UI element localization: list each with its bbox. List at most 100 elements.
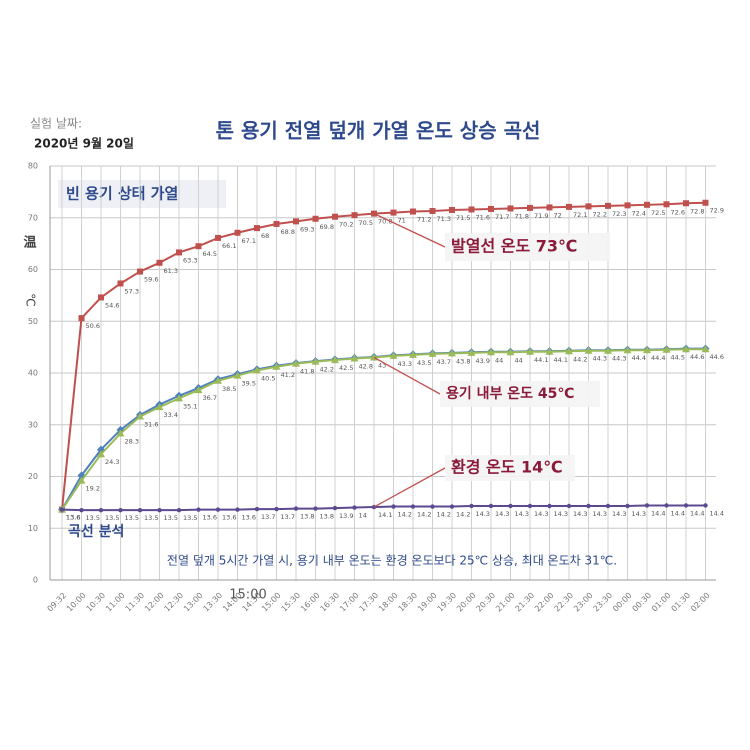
value-label: 70.8 <box>378 218 392 226</box>
marker <box>527 503 533 509</box>
marker <box>292 359 300 367</box>
value-label: 63.3 <box>183 256 197 264</box>
x-tick-label: 09:32 <box>46 591 69 614</box>
value-label: 69.3 <box>300 225 314 233</box>
value-label: 72.6 <box>671 208 685 216</box>
value-label: 14.2 <box>417 511 431 519</box>
value-label: 13.9 <box>339 512 353 520</box>
value-label: 43.7 <box>437 358 451 366</box>
x-tick-label: 10:30 <box>85 591 108 614</box>
x-tick-label: 02:00 <box>689 591 712 614</box>
marker <box>194 386 203 394</box>
value-label: 44.4 <box>632 354 646 362</box>
value-label: 43.3 <box>398 360 412 368</box>
marker <box>468 206 475 213</box>
date: 2020년 9월 20일 <box>34 136 134 151</box>
value-label: 14.2 <box>398 511 412 519</box>
marker <box>137 507 143 513</box>
marker <box>410 208 416 215</box>
value-label: 33.4 <box>164 411 178 419</box>
value-label: 14.3 <box>573 510 587 518</box>
marker <box>312 215 319 222</box>
marker <box>293 506 299 511</box>
marker <box>98 507 104 513</box>
value-label: 13.6 <box>66 514 80 522</box>
marker <box>664 503 669 508</box>
marker <box>624 202 631 209</box>
annotation: 환경 온도 14℃ <box>451 458 563 477</box>
marker <box>175 394 183 402</box>
marker <box>662 345 671 353</box>
marker <box>215 507 221 512</box>
value-label: 43.8 <box>456 357 470 365</box>
marker <box>118 507 123 513</box>
marker <box>272 362 281 370</box>
annotation-arrow <box>373 356 441 395</box>
value-label: 13.6 <box>222 514 236 522</box>
marker <box>352 505 357 510</box>
annotation-arrow <box>373 467 446 508</box>
marker <box>293 218 299 225</box>
y-tick-label: 30 <box>28 420 38 429</box>
marker <box>604 346 612 354</box>
marker <box>214 376 222 384</box>
x-tick-label: 17:30 <box>358 591 381 614</box>
value-label: 13.7 <box>261 513 275 521</box>
value-label: 36.7 <box>203 394 217 402</box>
value-label: 50.6 <box>86 322 100 330</box>
y-unit: ℃ <box>24 293 38 306</box>
series-line <box>61 504 706 512</box>
marker <box>467 348 476 356</box>
y-tick-label: 60 <box>28 265 38 274</box>
value-label: 68 <box>261 232 269 240</box>
x-tick-label: 16:00 <box>299 591 322 614</box>
x-tick-label: 10:00 <box>65 591 88 614</box>
marker <box>703 503 708 508</box>
y-tick-label: 50 <box>28 317 38 326</box>
marker <box>526 347 534 355</box>
marker <box>254 506 260 512</box>
x-tick-label: 11:00 <box>104 591 127 614</box>
value-label: 13.6 <box>242 514 256 522</box>
x-tick-label: 12:30 <box>163 591 186 614</box>
value-label: 59.6 <box>144 276 158 284</box>
value-label: 24.3 <box>105 458 119 466</box>
x-tick-label: 18:30 <box>397 591 420 614</box>
value-label: 57.3 <box>125 287 139 295</box>
value-label: 44.1 <box>554 356 568 364</box>
value-label: 72.8 <box>690 207 704 215</box>
value-label: 44.3 <box>593 355 607 363</box>
value-label: 61.3 <box>164 267 178 275</box>
x-tick-label: 20:30 <box>475 591 498 614</box>
y-tick-label: 0 <box>33 576 38 585</box>
value-label: 41.2 <box>281 371 295 379</box>
x-tick-label: 21:30 <box>514 591 537 614</box>
marker <box>389 351 398 359</box>
value-label: 13.5 <box>86 514 100 522</box>
value-label: 13.5 <box>144 514 158 522</box>
value-label: 44.6 <box>690 353 704 361</box>
x-tick-label: 19:30 <box>436 591 459 614</box>
annotation-box <box>445 233 610 261</box>
marker <box>311 357 320 365</box>
value-label: 14.4 <box>710 509 724 517</box>
value-label: 13.6 <box>66 514 80 522</box>
marker <box>566 503 572 509</box>
x-tick-label: 01:30 <box>670 591 693 614</box>
marker <box>428 349 437 357</box>
value-label: 13.5 <box>125 514 139 522</box>
marker <box>487 348 495 356</box>
marker <box>155 403 164 411</box>
marker <box>274 506 279 512</box>
marker <box>585 203 592 210</box>
value-label: 70.5 <box>359 219 373 227</box>
marker <box>332 213 338 220</box>
y-label: 温 <box>23 236 36 251</box>
marker <box>605 202 611 209</box>
value-label: 66.1 <box>222 242 236 250</box>
value-label: 70.2 <box>339 221 353 229</box>
value-label: 42.2 <box>320 366 334 374</box>
marker <box>176 249 182 256</box>
marker <box>117 280 124 287</box>
x-tick-label: 13:30 <box>202 591 225 614</box>
